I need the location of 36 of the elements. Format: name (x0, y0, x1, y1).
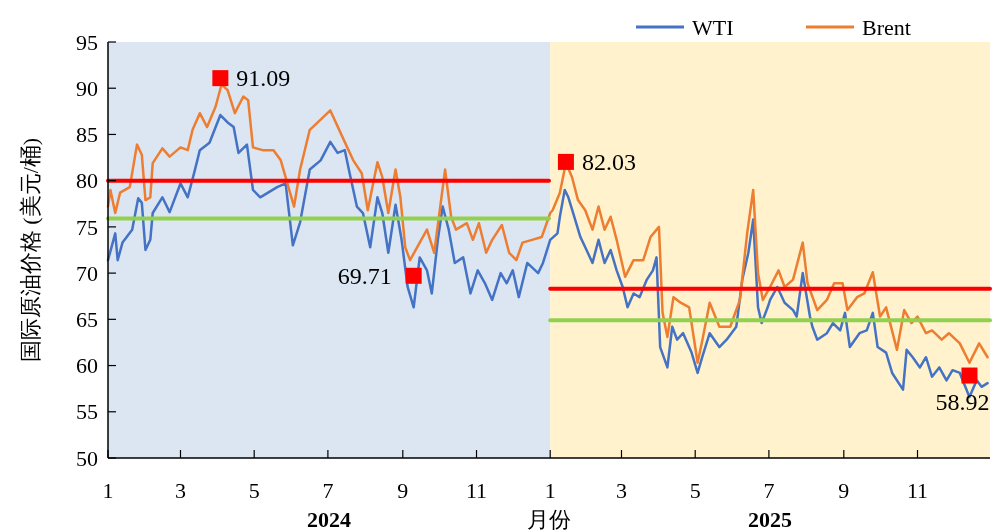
annotation: 69.71 (337, 262, 392, 289)
annotation: 58.92 (935, 388, 990, 415)
legend-label: WTI (692, 14, 734, 40)
x-tick-label: 3 (615, 478, 627, 503)
x-tick-label: 5 (248, 478, 260, 503)
x-tick-label: 1 (102, 478, 114, 503)
y-tick-label: 55 (76, 399, 98, 425)
y-tick-label: 75 (76, 214, 98, 240)
y-tick-label: 80 (76, 168, 98, 194)
y-tick-label: 85 (76, 122, 98, 148)
x-tick-label: 3 (174, 478, 186, 503)
y-tick-label: 60 (76, 353, 98, 379)
legend-label: Brent (862, 14, 911, 40)
band-label: 2024 (307, 507, 352, 531)
y-axis-title: 国际原油价格 (美元/桶) (18, 137, 43, 363)
x-tick-label: 7 (322, 478, 334, 503)
point (961, 367, 978, 384)
y-tick-label: 65 (76, 307, 98, 333)
x-tick-label: 9 (838, 478, 850, 503)
x-tick-label: 7 (763, 478, 775, 503)
y-tick-label: 90 (76, 75, 98, 101)
x-axis-title: 月份 (527, 507, 571, 531)
x-tick-label: 11 (906, 478, 929, 503)
annotation: 82.03 (581, 148, 636, 175)
y-tick-label: 50 (76, 445, 98, 471)
x-tick-label: 9 (397, 478, 409, 503)
point (212, 70, 229, 87)
band-label: 2025 (748, 507, 793, 531)
x-tick-label: 11 (465, 478, 488, 503)
point (557, 153, 574, 170)
y-tick-label: 70 (76, 260, 98, 286)
x-tick-label: 1 (544, 478, 556, 503)
point (405, 267, 422, 284)
y-tick-label: 95 (76, 29, 98, 55)
annotation: 91.09 (236, 65, 291, 92)
x-tick-label: 5 (689, 478, 701, 503)
